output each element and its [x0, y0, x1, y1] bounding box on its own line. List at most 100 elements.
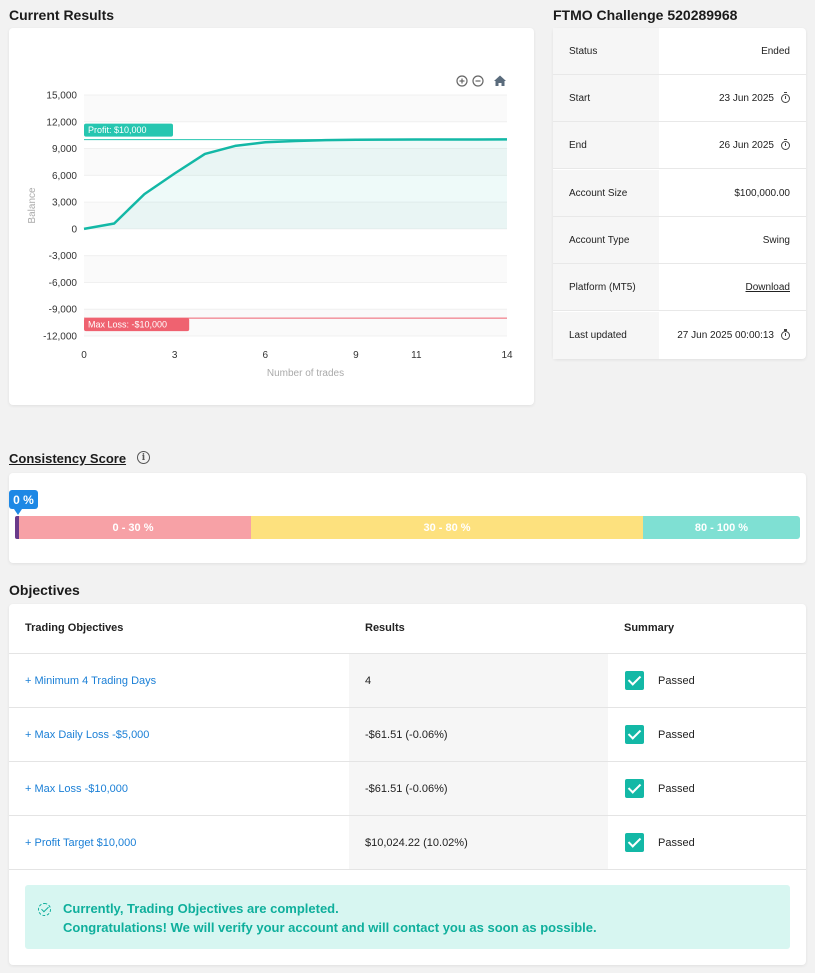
- info-row-status: Status Ended: [553, 28, 806, 75]
- objective-summary: Passed: [625, 708, 695, 761]
- account-info-card: Status Ended Start 23 Jun 2025 End 26 Ju…: [553, 28, 806, 359]
- max-loss-label: Max Loss: -$10,000: [88, 320, 167, 330]
- checkbox-checked-icon: [625, 671, 644, 690]
- objective-summary: Passed: [625, 762, 695, 815]
- profit-target-label: Profit: $10,000: [88, 125, 147, 135]
- y-tick-label: 9,000: [52, 144, 77, 155]
- grid-band: [84, 255, 507, 283]
- info-value: Download: [746, 264, 790, 310]
- info-value: Ended: [761, 45, 790, 57]
- objective-result: 4: [349, 654, 608, 707]
- y-tick-label: 15,000: [46, 91, 77, 102]
- objective-result: -$61.51 (-0.06%): [349, 708, 608, 761]
- info-row-account-type: Account Type Swing: [553, 217, 806, 264]
- clock-icon: [781, 329, 790, 340]
- objective-summary: Passed: [625, 654, 695, 707]
- x-tick-label: 3: [172, 350, 178, 361]
- y-tick-label: -9,000: [49, 305, 78, 316]
- zoom-in-icon[interactable]: [456, 75, 468, 87]
- x-axis-title: Number of trades: [267, 368, 344, 379]
- info-label: Start: [553, 75, 659, 121]
- checkbox-checked-icon: [625, 725, 644, 744]
- info-label: Last updated: [553, 312, 659, 359]
- info-label: Status: [553, 28, 659, 74]
- checkbox-checked-icon: [625, 779, 644, 798]
- balance-chart-card: 15,000 12,000 9,000 6,000 3,000 0 -3,000 -6,000…: [9, 28, 534, 405]
- notice-line-1: Currently, Trading Objectives are comple…: [63, 901, 339, 916]
- clock-icon: [781, 138, 790, 150]
- info-row-last-updated: Last updated 27 Jun 2025 00:00:13: [553, 312, 806, 359]
- info-row-platform: Platform (MT5) Download: [553, 264, 806, 311]
- segment-mid: 30 - 80 %: [251, 516, 643, 539]
- info-label: End: [553, 122, 659, 168]
- table-row: + Max Loss -$10,000 -$61.51 (-0.06%) Pas…: [9, 762, 806, 816]
- info-label: Account Size: [553, 170, 659, 216]
- info-value: Swing: [762, 234, 790, 246]
- info-icon[interactable]: i: [137, 451, 150, 464]
- x-tick-label: 9: [353, 350, 359, 361]
- grid-band: [84, 202, 507, 229]
- header-summary: Summary: [624, 622, 675, 634]
- info-label: Account Type: [553, 217, 659, 263]
- table-row: + Max Daily Loss -$5,000 -$61.51 (-0.06%…: [9, 708, 806, 762]
- header-trading-objectives: Trading Objectives: [25, 622, 124, 634]
- objectives-table-header: Trading Objectives Results Summary: [9, 604, 806, 654]
- home-icon[interactable]: [494, 75, 506, 87]
- account-title: FTMO Challenge 520289968: [553, 7, 738, 23]
- info-value: 23 Jun 2025: [719, 75, 790, 121]
- score-badge: 0 %: [9, 490, 38, 509]
- notice-line-2: Congratulations! We will verify your acc…: [63, 920, 597, 935]
- info-value: 27 Jun 2025 00:00:13: [677, 312, 790, 359]
- grid-band: [84, 95, 507, 122]
- segment-low: 0 - 30 %: [15, 516, 251, 539]
- score-pointer: [14, 509, 22, 515]
- grid-band: [84, 148, 507, 176]
- x-tick-label: 6: [263, 350, 269, 361]
- y-tick-label: 0: [71, 224, 77, 235]
- consistency-score-card: 0 - 30 % 30 - 80 % 80 - 100 % 0 %: [9, 473, 806, 563]
- y-tick-label: -12,000: [43, 332, 77, 343]
- download-link[interactable]: Download: [745, 281, 790, 293]
- balance-area: [84, 139, 507, 229]
- info-row-start: Start 23 Jun 2025: [553, 75, 806, 122]
- clock-icon: [781, 91, 790, 103]
- y-tick-label: 6,000: [52, 171, 77, 182]
- info-row-account-size: Account Size $100,000.00: [553, 170, 806, 217]
- info-row-end: End 26 Jun 2025: [553, 122, 806, 169]
- consistency-score-title[interactable]: Consistency Score: [9, 451, 127, 466]
- info-label: Platform (MT5): [553, 264, 659, 310]
- info-value: $100,000.00: [734, 187, 790, 199]
- objective-link[interactable]: + Profit Target $10,000: [25, 836, 137, 849]
- y-tick-label: 12,000: [46, 117, 77, 128]
- y-axis-title: Balance: [27, 187, 38, 224]
- objective-link[interactable]: + Max Loss -$10,000: [25, 782, 129, 795]
- objective-summary: Passed: [625, 816, 695, 869]
- max-loss-label-bg: [84, 318, 190, 332]
- x-tick-label: 14: [501, 350, 513, 361]
- verified-check-icon: [38, 903, 51, 916]
- x-tick-label: 0: [81, 350, 87, 361]
- y-tick-label: -6,000: [49, 278, 78, 289]
- table-row: + Profit Target $10,000 $10,024.22 (10.0…: [9, 816, 806, 870]
- header-results: Results: [365, 622, 405, 634]
- checkbox-checked-icon: [625, 833, 644, 852]
- segment-high: 80 - 100 %: [643, 516, 800, 539]
- info-value: 26 Jun 2025: [719, 122, 790, 168]
- objective-link[interactable]: + Minimum 4 Trading Days: [25, 674, 157, 687]
- balance-line: [83, 138, 508, 231]
- objectives-title: Objectives: [9, 582, 80, 598]
- table-row: + Minimum 4 Trading Days 4 Passed: [9, 654, 806, 708]
- profit-target-label-bg: [84, 123, 173, 137]
- y-tick-label: 3,000: [52, 198, 77, 209]
- objectives-card: Trading Objectives Results Summary + Min…: [9, 604, 806, 965]
- score-marker: [15, 516, 19, 539]
- current-results-title: Current Results: [9, 7, 115, 23]
- objective-result: -$61.51 (-0.06%): [349, 762, 608, 815]
- balance-chart: 15,000 12,000 9,000 6,000 3,000 0 -3,000 -6,000…: [27, 75, 513, 379]
- y-tick-label: -3,000: [49, 251, 78, 262]
- completion-notice: Currently, Trading Objectives are comple…: [25, 885, 790, 949]
- zoom-out-icon[interactable]: [472, 75, 484, 87]
- objective-link[interactable]: + Max Daily Loss -$5,000: [25, 728, 150, 741]
- objective-result: $10,024.22 (10.02%): [349, 816, 608, 869]
- x-tick-label: 11: [411, 350, 422, 361]
